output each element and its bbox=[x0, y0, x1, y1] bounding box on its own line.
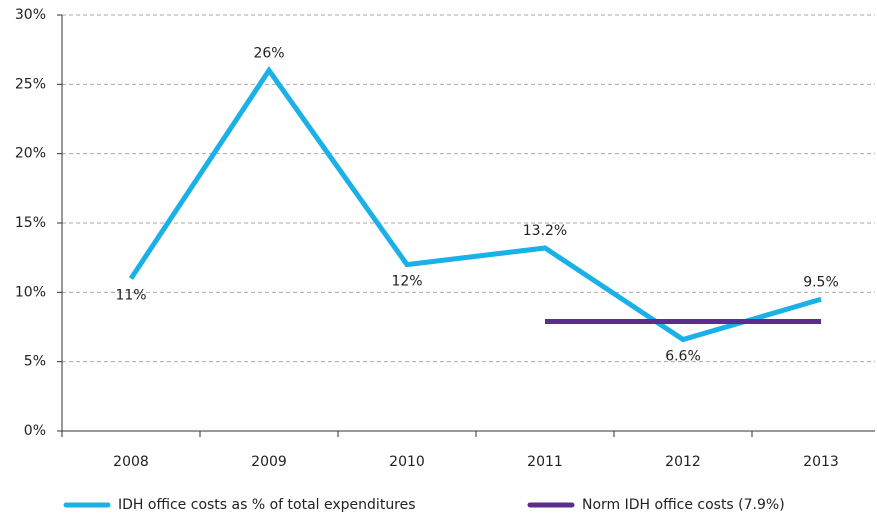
x-tick-label: 2013 bbox=[803, 454, 839, 470]
legend-label: Norm IDH office costs (7.9%) bbox=[582, 497, 785, 513]
data-label: 12% bbox=[391, 274, 422, 290]
y-tick-label: 30% bbox=[15, 7, 46, 23]
series-line bbox=[128, 66, 822, 343]
y-tick-label: 0% bbox=[24, 423, 46, 439]
y-tick-label: 5% bbox=[24, 354, 46, 370]
data-label: 13.2% bbox=[523, 223, 567, 239]
y-tick-label: 25% bbox=[15, 76, 46, 92]
data-label: 26% bbox=[253, 45, 284, 61]
data-label: 9.5% bbox=[803, 274, 839, 290]
data-label: 11% bbox=[115, 287, 146, 303]
x-tick-label: 2011 bbox=[527, 454, 563, 470]
x-tick-label: 2012 bbox=[665, 454, 701, 470]
data-label: 6.6% bbox=[665, 348, 701, 364]
x-tick-label: 2010 bbox=[389, 454, 425, 470]
x-tick-label: 2008 bbox=[113, 454, 149, 470]
y-tick-label: 20% bbox=[15, 146, 46, 162]
x-tick-label: 2009 bbox=[251, 454, 287, 470]
legend-label: IDH office costs as % of total expenditu… bbox=[118, 497, 416, 513]
y-tick-label: 15% bbox=[15, 215, 46, 231]
y-tick-label: 10% bbox=[15, 284, 46, 300]
